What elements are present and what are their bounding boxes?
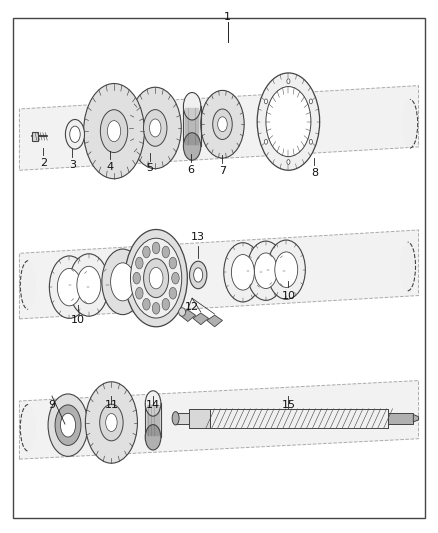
Ellipse shape [169,287,177,299]
Ellipse shape [213,109,232,140]
Ellipse shape [136,257,143,269]
Ellipse shape [194,268,203,282]
Ellipse shape [48,394,88,456]
Text: 14: 14 [146,400,160,410]
Polygon shape [210,409,388,428]
Ellipse shape [247,241,285,300]
Ellipse shape [145,391,161,416]
Ellipse shape [402,99,418,148]
Polygon shape [145,403,161,437]
Ellipse shape [254,253,277,288]
Bar [32,132,38,141]
Polygon shape [388,413,413,424]
Ellipse shape [106,414,117,432]
Ellipse shape [152,242,160,254]
Ellipse shape [144,259,169,297]
Ellipse shape [107,120,121,142]
Ellipse shape [184,93,201,120]
Ellipse shape [65,119,85,149]
Ellipse shape [172,411,179,425]
Polygon shape [19,230,419,319]
Text: 12: 12 [185,302,199,312]
Ellipse shape [266,86,311,157]
Text: 1: 1 [224,12,231,22]
Circle shape [179,308,186,316]
Ellipse shape [149,268,163,289]
Text: 11: 11 [104,400,118,410]
Ellipse shape [145,425,161,450]
Ellipse shape [162,298,170,310]
Ellipse shape [55,405,81,446]
Ellipse shape [84,84,145,179]
Ellipse shape [231,255,254,290]
Polygon shape [19,86,419,171]
Ellipse shape [149,119,161,137]
Ellipse shape [218,117,227,132]
Ellipse shape [20,405,36,451]
Ellipse shape [111,263,135,301]
Polygon shape [413,415,419,422]
Ellipse shape [100,404,123,441]
Ellipse shape [184,133,201,160]
Ellipse shape [60,413,76,437]
Ellipse shape [100,110,128,152]
Text: 2: 2 [40,158,47,168]
Ellipse shape [309,139,312,144]
Ellipse shape [143,246,150,258]
Ellipse shape [125,230,187,327]
Text: 6: 6 [187,165,194,175]
Ellipse shape [287,79,290,84]
Ellipse shape [257,73,320,170]
Ellipse shape [201,91,244,158]
Polygon shape [184,106,201,147]
Polygon shape [19,381,419,459]
Ellipse shape [265,139,268,144]
Ellipse shape [49,256,89,318]
Ellipse shape [133,272,141,284]
Polygon shape [180,310,196,321]
Ellipse shape [309,99,312,104]
Ellipse shape [162,246,170,258]
Ellipse shape [143,298,150,310]
Ellipse shape [85,382,138,463]
Ellipse shape [287,159,290,164]
Ellipse shape [20,261,36,309]
Ellipse shape [169,257,177,269]
Ellipse shape [267,240,305,300]
Text: 5: 5 [146,164,153,173]
Ellipse shape [69,254,109,316]
Ellipse shape [102,249,144,314]
Ellipse shape [265,99,268,104]
Ellipse shape [224,243,262,302]
Ellipse shape [172,272,179,284]
Text: 10: 10 [71,315,85,325]
Ellipse shape [275,252,298,287]
Ellipse shape [131,238,182,318]
Polygon shape [189,409,210,428]
Text: 4: 4 [106,162,113,172]
Text: 7: 7 [219,166,226,176]
Ellipse shape [129,87,181,168]
Ellipse shape [144,110,167,146]
Ellipse shape [136,287,143,299]
Polygon shape [193,313,208,325]
Ellipse shape [70,126,80,142]
Polygon shape [176,413,189,424]
Ellipse shape [57,269,81,306]
Text: 3: 3 [69,160,76,169]
Ellipse shape [152,302,160,314]
Text: 10: 10 [281,292,295,301]
Ellipse shape [77,266,101,304]
Ellipse shape [400,242,416,291]
Text: 9: 9 [49,400,56,410]
Polygon shape [207,315,223,327]
Ellipse shape [190,261,207,289]
Text: 15: 15 [281,400,295,410]
Text: 13: 13 [191,232,205,242]
Text: 8: 8 [311,168,318,178]
